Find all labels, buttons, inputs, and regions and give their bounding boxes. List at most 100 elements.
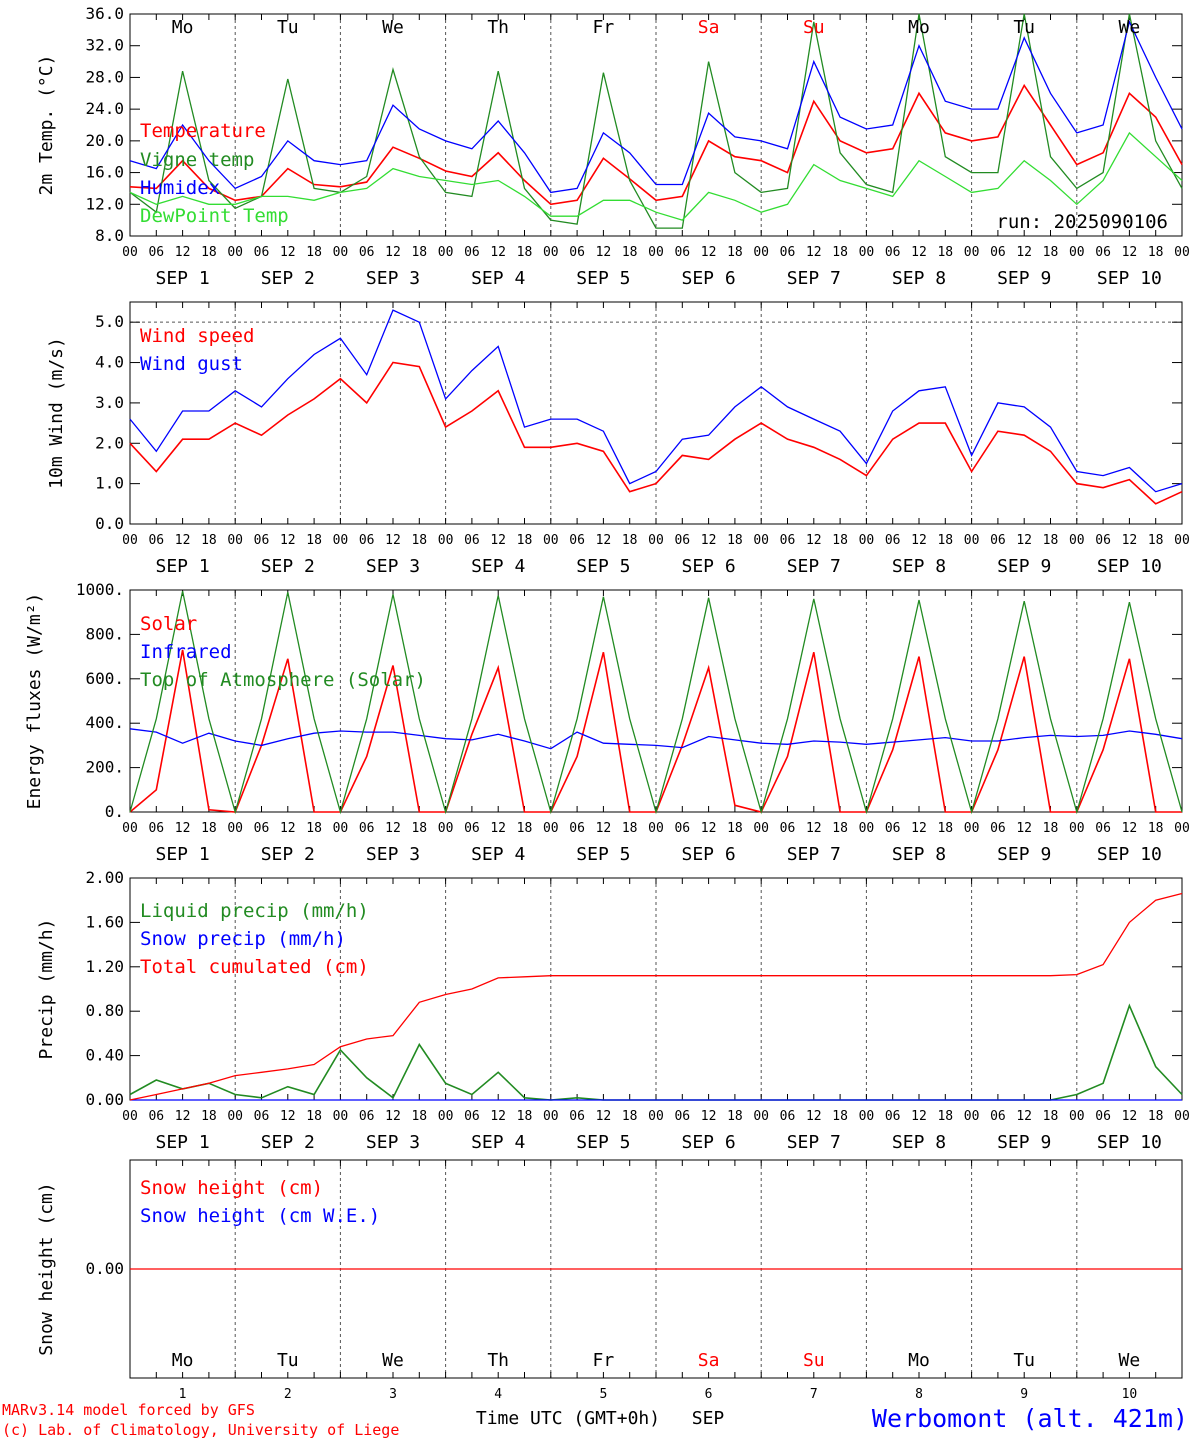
hour-tick-label: 06	[990, 821, 1006, 836]
hour-tick-label: 06	[1095, 1109, 1111, 1124]
day-label: Sa	[698, 1350, 720, 1371]
date-label: SEP 7	[787, 1132, 841, 1153]
y-tick-label: 800.	[85, 624, 124, 643]
date-label: SEP 1	[156, 844, 210, 865]
hour-tick-label: 12	[1122, 245, 1138, 260]
hour-tick-label: 06	[464, 533, 480, 548]
hour-tick-label: 12	[385, 1109, 401, 1124]
hour-tick-label: 00	[333, 533, 349, 548]
hour-tick-label: 06	[359, 533, 375, 548]
hour-tick-label: 12	[175, 533, 191, 548]
hour-tick-label: 18	[1148, 821, 1164, 836]
hour-tick-label: 06	[254, 821, 270, 836]
hour-tick-label: 00	[964, 245, 980, 260]
panel-1: 36.0 32.0 28.0 24.0 20.0 16.0 12.0 8.0 2m Temp. …	[36, 4, 1190, 289]
series-line-vigne-temp	[129, 13, 1183, 229]
hour-tick-label: 18	[832, 245, 848, 260]
y-tick-label: 36.0	[85, 4, 124, 23]
day-label: Mo	[172, 17, 194, 38]
hour-tick-label: 00	[227, 533, 243, 548]
date-label: SEP 6	[682, 556, 736, 577]
hour-tick-label: 00	[227, 1109, 243, 1124]
hour-tick-label: 12	[385, 245, 401, 260]
legend-entry: Solar	[140, 613, 197, 635]
hour-tick-label: 18	[622, 245, 638, 260]
y-axis-label: Energy fluxes (W/m²)	[24, 593, 45, 810]
hour-tick-label: 00	[333, 245, 349, 260]
hour-tick-label: 18	[1148, 533, 1164, 548]
hour-tick-label: 12	[1016, 821, 1032, 836]
day-number: 2	[284, 1387, 292, 1402]
hour-tick-label: 00	[543, 245, 559, 260]
hour-tick-label: 12	[385, 821, 401, 836]
hour-tick-label: 12	[490, 1109, 506, 1124]
hour-tick-label: 12	[911, 245, 927, 260]
hour-tick-label: 18	[411, 1109, 427, 1124]
hour-tick-label: 00	[438, 245, 454, 260]
hour-tick-label: 06	[148, 245, 164, 260]
hour-tick-label: 06	[359, 245, 375, 260]
hour-tick-label: 06	[990, 533, 1006, 548]
y-tick-label: 0.	[105, 802, 124, 821]
date-label: SEP 3	[366, 556, 420, 577]
y-tick-label: 1.0	[95, 474, 124, 493]
date-label: SEP 8	[892, 556, 946, 577]
hour-tick-label: 06	[674, 245, 690, 260]
y-tick-label: 0.00	[85, 1259, 124, 1278]
legend-entry: DewPoint Temp	[140, 205, 289, 227]
hour-tick-label: 00	[227, 821, 243, 836]
legend-entry: Snow height (cm)	[140, 1177, 323, 1199]
hour-tick-label: 06	[780, 1109, 796, 1124]
hour-tick-label: 00	[648, 245, 664, 260]
hour-tick-label: 12	[280, 245, 296, 260]
hour-tick-label: 18	[937, 245, 953, 260]
y-tick-label: 200.	[85, 758, 124, 777]
day-label: Sa	[698, 17, 720, 38]
y-tick-label: 1.60	[85, 912, 124, 931]
hour-tick-label: 18	[201, 245, 217, 260]
legend-entry: Wind gust	[140, 353, 243, 375]
hour-tick-label: 18	[306, 1109, 322, 1124]
series-line-wind-gust	[129, 309, 1183, 493]
y-tick-label: 0.40	[85, 1046, 124, 1065]
hour-tick-label: 18	[937, 821, 953, 836]
day-label: Su	[803, 1350, 825, 1371]
hour-tick-label: 12	[701, 533, 717, 548]
hour-tick-label: 06	[464, 1109, 480, 1124]
hour-tick-label: 00	[438, 1109, 454, 1124]
y-tick-label: 600.	[85, 669, 124, 688]
date-label: SEP 6	[682, 844, 736, 865]
date-label: SEP 8	[892, 1132, 946, 1153]
hour-tick-label: 18	[517, 533, 533, 548]
series-line-top-of-atmosphere-solar	[129, 590, 1183, 815]
hour-tick-label: 06	[464, 245, 480, 260]
hour-tick-label: 00	[1174, 1109, 1190, 1124]
day-label: We	[1119, 17, 1141, 38]
day-label: Mo	[908, 1350, 930, 1371]
y-tick-label: 2.00	[85, 868, 124, 887]
hour-tick-label: 18	[411, 533, 427, 548]
series-line-humidex	[129, 19, 1183, 194]
date-label: SEP 9	[997, 556, 1051, 577]
hour-tick-label: 00	[438, 821, 454, 836]
date-label: SEP 9	[997, 268, 1051, 289]
hour-tick-label: 18	[727, 533, 743, 548]
date-label: SEP 4	[471, 1132, 525, 1153]
station-name: Werbomont (alt. 421m)	[872, 1404, 1188, 1433]
hour-tick-label: 18	[727, 821, 743, 836]
date-label: SEP 2	[261, 844, 315, 865]
date-label: SEP 5	[576, 1132, 630, 1153]
series-line-total-cumulated-cm	[129, 892, 1183, 1101]
day-number: 10	[1122, 1387, 1138, 1402]
day-label: Su	[803, 17, 825, 38]
hour-tick-label: 12	[1122, 533, 1138, 548]
hour-tick-label: 06	[990, 1109, 1006, 1124]
date-label: SEP 2	[261, 1132, 315, 1153]
panel-2: 5.0 4.0 3.0 2.0 1.0 0.0 10m Wind (m/s) Wind spe…	[46, 301, 1190, 577]
y-tick-label: 16.0	[85, 163, 124, 182]
hour-tick-label: 12	[911, 1109, 927, 1124]
hour-tick-label: 18	[727, 1109, 743, 1124]
hour-tick-label: 18	[1043, 821, 1059, 836]
day-number: 8	[915, 1387, 923, 1402]
day-label: Mo	[908, 17, 930, 38]
